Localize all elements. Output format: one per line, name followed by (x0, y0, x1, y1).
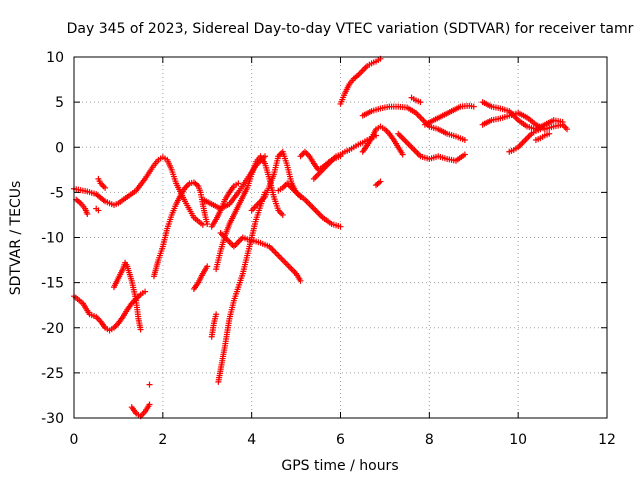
data-point (142, 288, 149, 295)
data-point (470, 103, 477, 110)
grid-layer (74, 57, 607, 418)
y-tick-label: -10 (41, 231, 64, 247)
series-28 (479, 109, 571, 133)
series-18 (297, 148, 344, 173)
series-1 (71, 288, 149, 334)
y-tick-label: -5 (50, 185, 64, 201)
data-point (564, 126, 571, 133)
data-point (204, 220, 211, 227)
series-26 (421, 102, 477, 128)
y-tick-label: 0 (55, 140, 64, 156)
x-tick-label: 0 (70, 432, 79, 448)
y-tick-label: 5 (55, 95, 64, 111)
data-point (146, 381, 153, 388)
series-5 (110, 259, 144, 333)
data-point (95, 207, 102, 214)
data-point (461, 137, 468, 144)
y-tick-label: -30 (41, 411, 64, 427)
data-point (235, 180, 242, 187)
series-6 (128, 401, 153, 420)
data-point (279, 211, 286, 218)
data-point (137, 326, 144, 333)
series-10 (208, 311, 220, 340)
series-3 (93, 205, 102, 214)
x-tick-label: 2 (158, 432, 167, 448)
y-tick-label: -15 (41, 276, 64, 292)
series-12 (208, 180, 242, 230)
series-22 (359, 123, 406, 158)
x-axis-label: GPS time / hours (281, 458, 398, 474)
series-16 (248, 148, 304, 214)
data-point (199, 221, 206, 228)
data-point (102, 184, 109, 191)
data-point (337, 223, 344, 230)
series-23 (373, 178, 384, 189)
x-tick-label: 10 (509, 432, 527, 448)
data-point (399, 151, 406, 158)
data-point (377, 178, 384, 185)
series-8 (150, 179, 211, 280)
data-point (461, 151, 468, 158)
y-tick-label: -20 (41, 321, 64, 337)
x-tick-label: 6 (336, 432, 345, 448)
series-4 (95, 175, 109, 191)
data-point (84, 211, 91, 218)
data-point (537, 126, 544, 133)
x-tick-label: 12 (598, 432, 616, 448)
series-9 (190, 263, 211, 292)
series-24 (395, 130, 468, 164)
data-point (146, 401, 153, 408)
marks-layer (71, 55, 571, 420)
series-30 (532, 130, 553, 144)
series-17 (275, 180, 344, 230)
series-15 (215, 189, 268, 385)
y-tick-label: 10 (46, 50, 64, 66)
x-tick-label: 8 (425, 432, 434, 448)
series-29 (506, 126, 544, 155)
series-14 (217, 229, 304, 284)
data-point (546, 130, 553, 137)
x-tick-label: 4 (247, 432, 256, 448)
data-point (297, 277, 304, 284)
series-21 (359, 103, 468, 144)
ticks-layer: 0 2 4 6 8 10 12 -30 -25 -20 -15 -10 -5 0 5 10 (41, 50, 616, 448)
data-point (204, 263, 211, 270)
y-axis-label: SDTVAR / TECUs (8, 181, 24, 296)
series-7 (146, 381, 153, 388)
y-tick-label: -25 (41, 366, 64, 382)
data-point (213, 311, 220, 318)
data-point (417, 99, 424, 106)
chart-title: Day 345 of 2023, Sidereal Day-to-day VTE… (67, 21, 634, 37)
series-25 (408, 94, 424, 106)
series-2 (73, 196, 91, 218)
series-20 (337, 55, 384, 107)
